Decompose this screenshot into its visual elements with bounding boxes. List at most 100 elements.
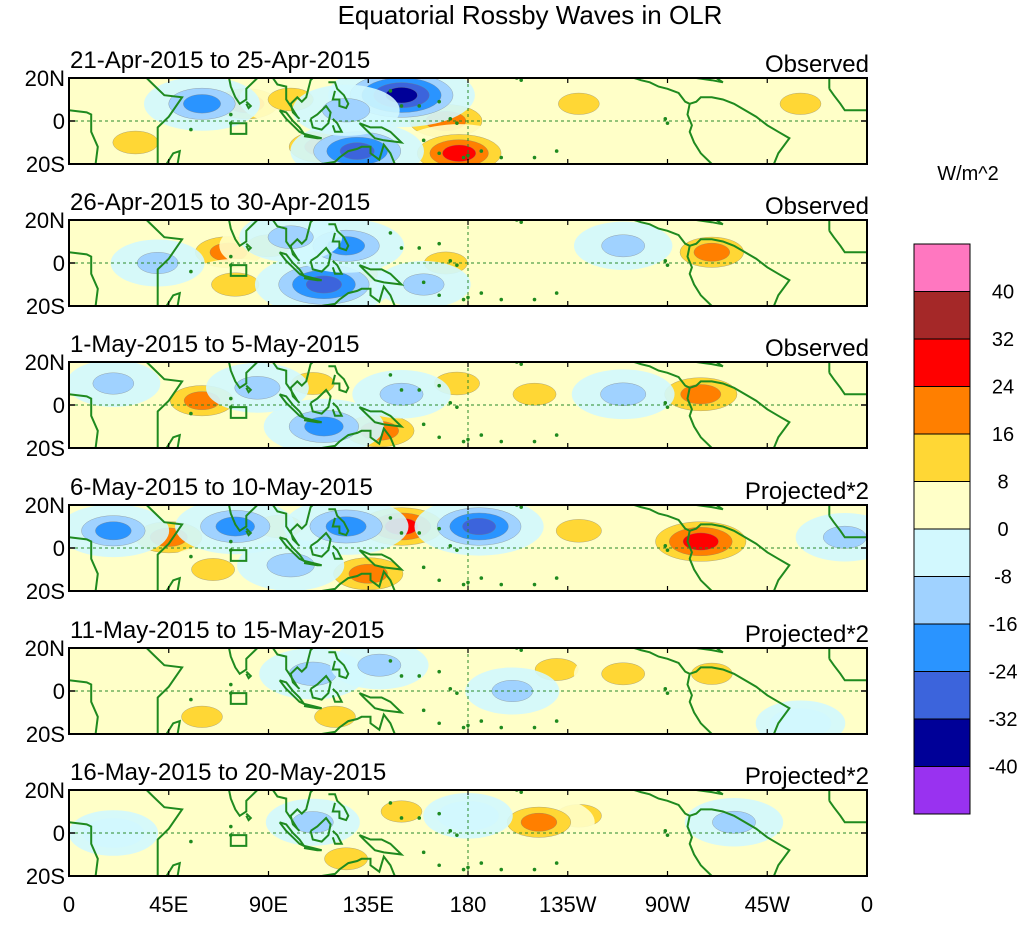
island <box>417 388 422 392</box>
coastline <box>358 264 405 286</box>
colorbar-swatch <box>913 291 971 340</box>
colorbar-swatch <box>913 718 971 767</box>
island <box>448 544 453 548</box>
island <box>499 867 504 872</box>
island <box>665 405 670 409</box>
coastline <box>219 648 259 676</box>
coastline <box>303 132 322 140</box>
coastline <box>303 559 322 567</box>
coastline <box>145 648 184 734</box>
island <box>455 691 459 695</box>
island <box>519 790 523 794</box>
coastline <box>328 508 350 537</box>
coastlines <box>69 648 867 734</box>
island <box>663 117 668 121</box>
anomaly-level <box>462 518 496 535</box>
anomaly-10 <box>414 505 544 556</box>
y-tick-label: 20N <box>25 208 65 233</box>
coastlines <box>69 362 867 448</box>
anomaly-level <box>682 532 719 551</box>
coastline <box>165 149 182 164</box>
anomaly-level <box>691 662 733 685</box>
x-tick-label: 45E <box>149 892 188 917</box>
island <box>665 548 670 552</box>
coastline <box>272 78 314 120</box>
coastline <box>633 78 791 164</box>
x-axis: 0 45E 90E 135E 180 135W 90W 45W 0 <box>63 892 873 917</box>
coastline <box>69 679 99 734</box>
island <box>554 433 559 437</box>
island <box>448 117 453 121</box>
panel-date-range: 11-May-2015 to 15-May-2015 <box>70 617 384 644</box>
region-box <box>229 549 248 562</box>
island <box>437 151 441 156</box>
y-tick-label: 20N <box>25 636 65 661</box>
island <box>665 833 670 837</box>
island <box>189 127 193 132</box>
coastline <box>331 118 344 133</box>
coastline <box>145 220 184 306</box>
island <box>448 259 453 263</box>
anomaly-level <box>712 811 756 834</box>
island <box>421 565 426 570</box>
island <box>388 516 393 520</box>
y-tick-label: 20N <box>25 493 65 518</box>
colorbar-label: -40 <box>989 757 1018 779</box>
colorbar-units: W/m^2 <box>937 163 999 185</box>
region-box <box>229 264 248 277</box>
coastline <box>165 719 182 734</box>
island <box>461 297 466 302</box>
island <box>388 801 393 805</box>
coastline <box>219 790 259 818</box>
coastline <box>272 362 314 404</box>
coastline <box>303 274 322 282</box>
anomaly-11 <box>755 700 846 734</box>
anomaly-5 <box>631 511 770 573</box>
anomaly-8 <box>144 78 260 131</box>
coastline <box>358 692 405 714</box>
anomaly-level <box>95 521 132 541</box>
coastline <box>331 688 344 703</box>
panel-4: 20N 0 20S 6-May-2015 to 10-May-2015 Projecte… <box>25 474 869 604</box>
island <box>437 578 441 583</box>
coastline <box>696 790 724 796</box>
x-tick-label: 45W <box>745 892 790 917</box>
coastline <box>328 223 350 252</box>
colorbar-label: -16 <box>989 614 1018 636</box>
coastline <box>358 122 405 144</box>
coastline <box>245 100 253 110</box>
coastline <box>686 103 713 164</box>
island <box>665 691 670 695</box>
coastline <box>219 220 259 248</box>
anomaly-11 <box>531 80 626 128</box>
region-box <box>229 122 248 135</box>
y-tick-label: 0 <box>53 393 65 418</box>
x-tick-label: 0 <box>861 892 873 917</box>
anomaly-2 <box>573 649 673 698</box>
island <box>479 719 484 723</box>
island <box>499 725 504 730</box>
coastline <box>69 393 99 448</box>
y-tick-label: 0 <box>53 821 65 846</box>
coastline <box>219 362 259 390</box>
colorbar-label: 24 <box>992 377 1014 399</box>
panel-5: 20N 0 20S 11-May-2015 to 15-May-2015 Project… <box>25 617 869 747</box>
anomaly-level <box>379 382 424 406</box>
colorbar-swatch <box>913 671 971 720</box>
island <box>461 582 466 587</box>
panel-date-range: 16-May-2015 to 20-May-2015 <box>70 759 386 786</box>
island <box>479 433 484 437</box>
coastline <box>272 648 314 690</box>
anomaly-11 <box>69 362 161 407</box>
anomaly-12 <box>110 239 205 287</box>
coastline <box>696 505 724 511</box>
island <box>554 149 559 153</box>
island <box>448 687 453 691</box>
panel-status: Observed <box>765 51 869 78</box>
anomaly-level <box>520 813 558 832</box>
coastline <box>321 284 396 306</box>
anomaly-3 <box>664 650 759 698</box>
island <box>421 138 426 143</box>
coastline <box>245 670 253 680</box>
anomaly-level <box>601 662 645 686</box>
